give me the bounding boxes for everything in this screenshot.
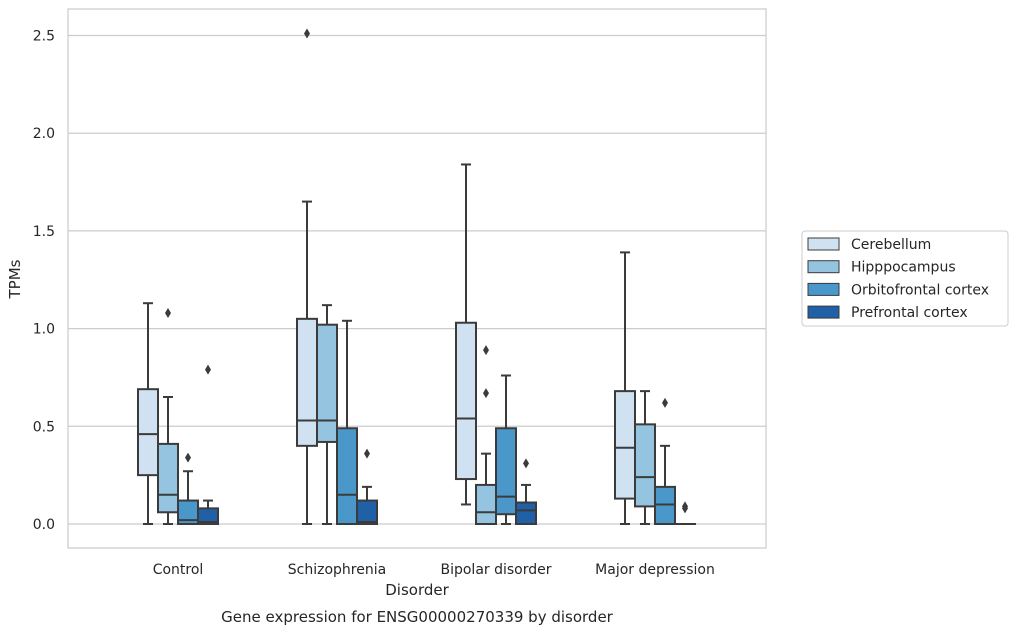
box <box>515 501 537 526</box>
y-tick-labels: 0.0 0.5 1.0 1.5 2.0 2.5 <box>33 29 55 534</box>
y-tick-label: 0.5 <box>33 419 55 435</box>
legend-label: Cerebellum <box>851 237 931 253</box>
legend-swatch <box>807 260 840 274</box>
x-tick-label: Control <box>153 562 204 578</box>
legend-frame <box>801 230 1009 327</box>
x-tick-label: Schizophrenia <box>288 562 386 578</box>
box <box>157 442 179 514</box>
box <box>197 507 219 526</box>
outlier-point <box>662 397 668 408</box>
outlier-point <box>165 307 171 318</box>
box <box>495 427 517 516</box>
outlier-point <box>483 345 489 356</box>
box <box>475 483 497 526</box>
x-tick-label: Major depression <box>595 562 715 578</box>
legend-swatch <box>807 305 840 319</box>
box <box>336 427 358 525</box>
legend-swatch <box>807 282 840 296</box>
legend: Cerebellum Hipppocampus Orbitofrontal cort… <box>801 230 1009 327</box>
box <box>296 317 318 447</box>
box <box>634 423 656 508</box>
plot-frame <box>67 8 767 549</box>
y-tick-label: 2.5 <box>33 29 55 45</box>
y-tick-label: 1.5 <box>33 224 55 240</box>
outlier-point <box>523 458 529 469</box>
legend-swatch <box>807 237 840 251</box>
box <box>356 499 378 526</box>
outlier-point <box>483 388 489 399</box>
legend-label: Orbitofrontal cortex <box>851 282 989 298</box>
y-axis-label: TPMs <box>6 259 24 299</box>
outlier-point <box>304 28 310 39</box>
legend-label: Prefrontal cortex <box>851 305 968 321</box>
legend-label: Hipppocampus <box>851 260 956 276</box>
outlier-point <box>205 364 211 375</box>
outlier-point <box>682 501 688 512</box>
y-tick-label: 0.0 <box>33 517 55 533</box>
x-tick-label: Bipolar disorder <box>440 562 551 578</box>
y-tick-label: 2.0 <box>33 126 55 142</box>
x-tick-labels: Control Schizophrenia Bipolar disorder Majo… <box>153 562 715 578</box>
outlier-point <box>364 448 370 459</box>
box <box>614 390 636 500</box>
box <box>455 321 477 481</box>
x-axis-label: Disorder <box>385 581 449 599</box>
figure-caption: Gene expression for ENSG00000270339 by d… <box>221 608 614 626</box>
box <box>316 323 338 443</box>
box <box>137 388 159 477</box>
outlier-point <box>185 452 191 463</box>
box-series <box>137 28 696 526</box>
y-tick-label: 1.0 <box>33 322 55 338</box>
